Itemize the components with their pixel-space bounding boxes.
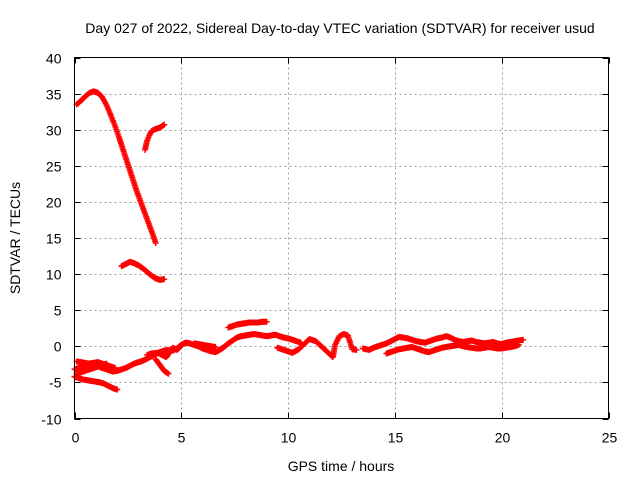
x-tick-label: 5 xyxy=(178,430,186,446)
data-point xyxy=(161,121,168,128)
y-tick-label: 25 xyxy=(46,159,62,175)
grid xyxy=(74,57,609,419)
y-tick-label: -5 xyxy=(49,375,62,391)
data-point xyxy=(520,336,527,343)
data-point xyxy=(178,342,185,349)
data-point xyxy=(353,346,360,353)
series-track-n-late-low xyxy=(383,341,522,357)
series-track-h-dip xyxy=(152,356,172,377)
data-point xyxy=(103,360,110,367)
y-tick-label: -10 xyxy=(41,412,61,428)
data-point xyxy=(165,370,172,377)
series-track-k-mid xyxy=(191,340,219,351)
series-track-b-high xyxy=(141,121,168,153)
x-tick-label: 25 xyxy=(602,430,618,446)
series-track-c-mid xyxy=(118,258,168,283)
chart-title: Day 027 of 2022, Sidereal Day-to-day VTE… xyxy=(85,20,594,36)
data-point xyxy=(112,364,119,371)
x-tick-label: 0 xyxy=(72,430,80,446)
y-tick-label: 35 xyxy=(46,87,62,103)
data-points xyxy=(71,88,527,393)
y-tick-label: 15 xyxy=(46,231,62,247)
data-point xyxy=(515,341,522,348)
series-track-a-high xyxy=(73,88,159,247)
x-tick-label: 10 xyxy=(281,430,297,446)
series-track-d-low xyxy=(71,373,121,393)
y-tick-label: 10 xyxy=(46,267,62,283)
series-track-j-upper xyxy=(225,318,270,331)
axis-ticks xyxy=(74,57,610,420)
y-tick-label: 20 xyxy=(46,195,62,211)
data-point xyxy=(212,344,219,351)
y-axis-label: SDTVAR / TECUs xyxy=(7,182,23,294)
series-scatter-l-isolated xyxy=(274,331,360,361)
data-point xyxy=(263,318,270,325)
y-tick-label: 5 xyxy=(54,303,62,319)
x-axis-label: GPS time / hours xyxy=(288,458,395,474)
data-point xyxy=(114,386,121,393)
y-tick-label: 40 xyxy=(46,51,62,67)
series-scatter-o-early xyxy=(144,342,185,361)
data-point xyxy=(161,276,168,283)
data-point xyxy=(177,343,184,350)
y-tick-label: 0 xyxy=(54,339,62,355)
x-tick-label: 20 xyxy=(495,430,511,446)
series-track-g-low xyxy=(73,360,110,377)
series-track-i-main xyxy=(169,331,304,356)
tick-labels: 0 5 10 15 20 25 -10 -5 0 5 10 15 20 25 30 35 40 xyxy=(41,51,617,446)
x-tick-label: 15 xyxy=(388,430,404,446)
y-tick-label: 30 xyxy=(46,123,62,139)
data-point xyxy=(152,240,159,247)
